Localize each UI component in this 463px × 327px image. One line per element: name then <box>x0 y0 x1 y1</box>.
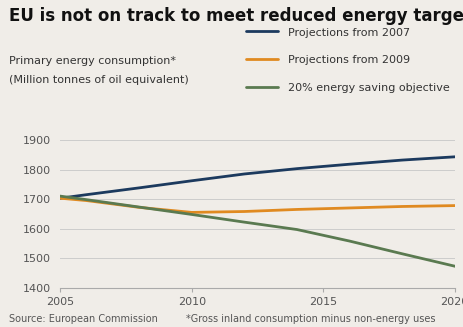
Text: Source: European Commission: Source: European Commission <box>9 314 158 324</box>
Text: Primary energy consumption*: Primary energy consumption* <box>9 56 176 66</box>
Text: Projections from 2009: Projections from 2009 <box>287 56 409 65</box>
Text: EU is not on track to meet reduced energy target: EU is not on track to meet reduced energ… <box>9 7 463 25</box>
Text: 20% energy saving objective: 20% energy saving objective <box>287 83 449 93</box>
Text: *Gross inland consumption minus non-energy uses: *Gross inland consumption minus non-ener… <box>185 314 434 324</box>
Text: Projections from 2007: Projections from 2007 <box>287 28 409 38</box>
Text: (Million tonnes of oil equivalent): (Million tonnes of oil equivalent) <box>9 75 188 85</box>
